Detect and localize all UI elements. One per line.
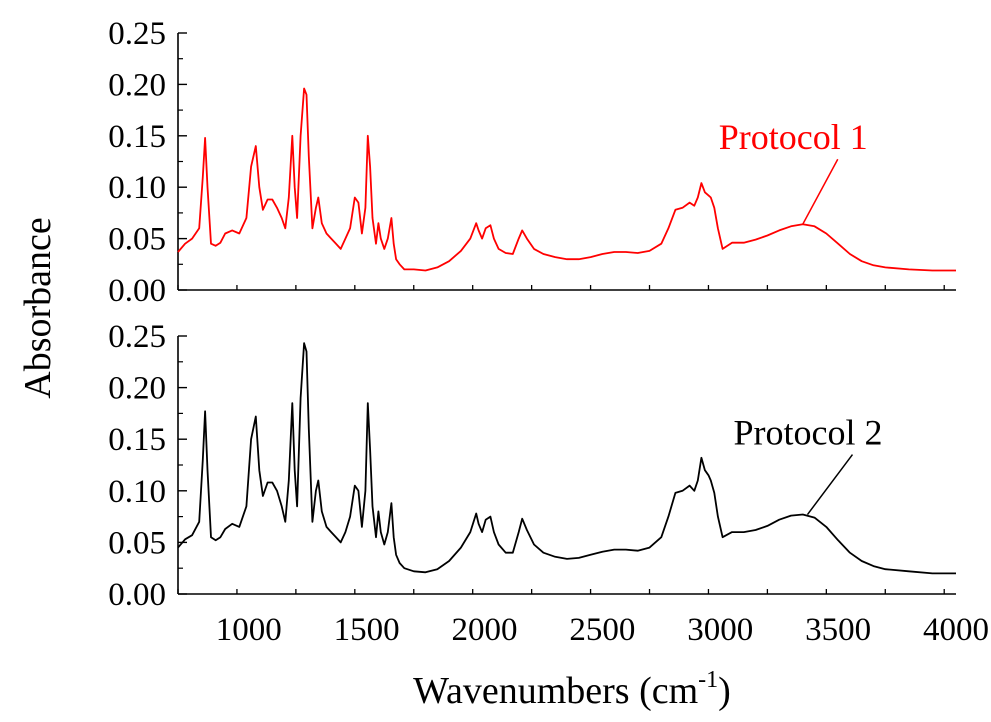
x-axis-title-superscript: -1 bbox=[698, 667, 718, 693]
bottom-panel: 0.00 0.05 0.10 0.15 0.20 0.25 Protocol 2 bbox=[108, 319, 956, 613]
x-axis-title-end: ) bbox=[718, 670, 731, 712]
x-tick-label: 2500 bbox=[569, 612, 635, 648]
y-tick-label: 0.05 bbox=[108, 222, 166, 258]
x-axis-title: Wavenumbers (cm-1) bbox=[413, 667, 731, 712]
x-tick-label: 1000 bbox=[216, 612, 282, 648]
y-axis-title: Absorbance bbox=[17, 217, 59, 398]
x-tick-label: 4000 bbox=[923, 612, 989, 648]
x-tick-label: 1500 bbox=[334, 612, 400, 648]
series-leader-line bbox=[806, 454, 854, 515]
y-tick-label: 0.25 bbox=[108, 319, 166, 355]
x-tick-label: 3000 bbox=[687, 612, 753, 648]
y-tick-label: 0.15 bbox=[108, 119, 166, 155]
top-panel: 0.00 0.05 0.10 0.15 0.20 0.25 Protocol 1 bbox=[108, 16, 956, 309]
x-tick-label: 2000 bbox=[451, 612, 517, 648]
y-tick-label: 0.00 bbox=[108, 577, 166, 613]
y-tick-label: 0.10 bbox=[108, 170, 166, 206]
series-label: Protocol 2 bbox=[733, 413, 882, 453]
y-tick-label: 0.05 bbox=[108, 525, 166, 561]
x-tick-labels: 1000 1500 2000 2500 3000 3500 4000 bbox=[216, 612, 989, 648]
x-axis-title-main: Wavenumbers (cm bbox=[413, 670, 698, 712]
y-tick-label: 0.25 bbox=[108, 16, 166, 52]
series-line bbox=[177, 342, 956, 575]
y-tick-label: 0.10 bbox=[108, 474, 166, 510]
y-tick-label: 0.15 bbox=[108, 422, 166, 458]
y-tick-label: 0.00 bbox=[108, 273, 166, 309]
series-line bbox=[177, 87, 956, 272]
x-tick-label: 3500 bbox=[805, 612, 871, 648]
y-tick-label: 0.20 bbox=[108, 371, 166, 407]
series-leader-line bbox=[802, 158, 839, 225]
y-tick-label: 0.20 bbox=[108, 67, 166, 103]
series-label: Protocol 1 bbox=[719, 117, 868, 157]
